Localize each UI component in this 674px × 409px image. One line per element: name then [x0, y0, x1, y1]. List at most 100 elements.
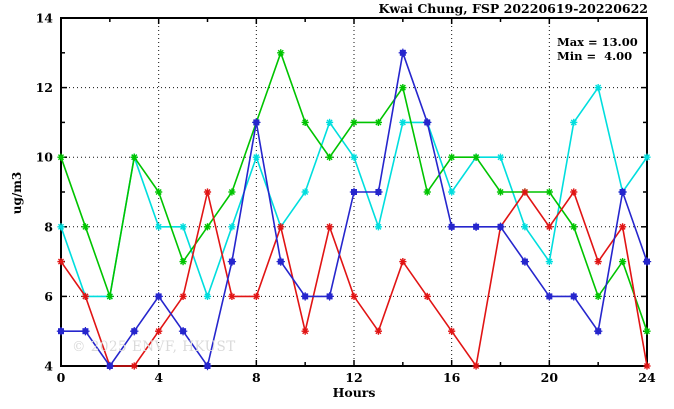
data-point-marker [520, 257, 530, 266]
data-point-marker [545, 188, 553, 196]
data-point-marker [643, 362, 651, 370]
data-point-marker [252, 153, 260, 161]
data-point-marker [447, 222, 456, 231]
blue-series [56, 48, 652, 371]
x-axis-label: Hours [332, 385, 376, 400]
data-point-marker [618, 187, 627, 197]
data-point-marker [179, 258, 187, 266]
data-point-marker [301, 118, 309, 126]
x-tick-label: 20 [541, 370, 559, 385]
data-point-marker [642, 257, 652, 266]
data-point-marker [374, 223, 383, 231]
data-point-marker [350, 292, 358, 300]
data-point-marker [203, 292, 212, 300]
chart-title: Kwai Chung, FSP 20220619-20220622 [378, 1, 648, 16]
data-point-marker [252, 292, 260, 300]
data-point-marker [325, 223, 334, 231]
data-point-marker [178, 327, 188, 336]
data-point-marker [594, 258, 602, 266]
data-point-marker [643, 153, 651, 161]
data-point-marker [81, 292, 90, 300]
data-point-marker [448, 153, 456, 161]
x-tick-label: 24 [638, 370, 656, 385]
data-point-marker [374, 327, 383, 335]
min-value-label: Min = 4.00 [557, 49, 633, 63]
minmax-annotation: Max = 13.00 Min = 4.00 [557, 35, 638, 63]
data-point-marker [472, 153, 480, 161]
data-point-marker [203, 223, 212, 231]
data-point-marker [105, 361, 115, 371]
data-point-marker [57, 223, 65, 231]
data-point-marker [423, 118, 432, 127]
data-point-marker [594, 292, 602, 300]
y-tick-label: 10 [36, 150, 54, 165]
data-point-marker [496, 188, 505, 196]
data-point-marker [399, 118, 407, 126]
data-point-marker [179, 223, 187, 231]
data-point-marker [228, 188, 236, 196]
data-point-marker [496, 153, 505, 161]
y-tick-label: 14 [36, 11, 54, 26]
data-point-marker [618, 258, 627, 266]
data-point-marker [350, 153, 358, 161]
data-point-marker [325, 118, 334, 126]
data-point-marker [228, 292, 236, 300]
y-tick-label: 4 [44, 359, 53, 374]
data-point-marker [521, 223, 529, 231]
data-point-marker [130, 327, 139, 336]
x-tick-label: 0 [57, 370, 66, 385]
data-point-marker [399, 258, 407, 266]
data-point-marker [448, 327, 456, 335]
data-point-marker [472, 362, 480, 370]
data-point-marker [277, 223, 285, 231]
data-point-marker [594, 84, 602, 92]
data-point-marker [81, 327, 90, 336]
data-point-marker [252, 118, 261, 127]
data-point-marker [618, 223, 627, 231]
data-point-marker [570, 118, 578, 126]
watermark: © 2025 ENVF, HKUST [72, 339, 236, 355]
data-point-marker [643, 327, 651, 335]
data-point-marker [300, 292, 310, 301]
data-point-marker [277, 49, 285, 57]
x-tick-label: 4 [154, 370, 163, 385]
data-point-marker [448, 188, 456, 196]
data-point-marker [399, 84, 407, 92]
x-tick-label: 8 [252, 370, 261, 385]
data-point-marker [350, 118, 358, 126]
data-point-marker [301, 188, 309, 196]
data-point-marker [471, 222, 481, 231]
data-point-marker [521, 188, 529, 196]
data-point-marker [155, 223, 163, 231]
data-point-marker [203, 188, 212, 196]
data-point-marker [56, 327, 66, 336]
data-point-marker [57, 258, 65, 266]
data-point-marker [496, 222, 505, 231]
data-point-marker [398, 48, 408, 57]
data-point-marker [325, 292, 334, 301]
data-point-marker [374, 187, 383, 197]
data-point-marker [106, 292, 114, 300]
data-point-marker [374, 118, 383, 126]
data-point-marker [423, 292, 431, 300]
y-axis-label: ug/m3 [10, 171, 24, 215]
data-point-marker [545, 292, 554, 301]
y-tick-label: 12 [36, 80, 53, 95]
data-point-marker [179, 292, 187, 300]
data-point-marker [81, 223, 90, 231]
data-point-marker [154, 292, 163, 301]
data-point-marker [593, 327, 603, 336]
data-point-marker [423, 188, 431, 196]
max-value-label: Max = 13.00 [557, 35, 638, 49]
x-tick-label: 16 [443, 370, 461, 385]
data-point-marker [545, 258, 553, 266]
green-series [57, 49, 651, 335]
data-point-marker [349, 187, 359, 197]
data-point-marker [545, 223, 553, 231]
y-tick-label: 8 [44, 219, 53, 234]
data-point-marker [569, 292, 578, 301]
data-point-marker [301, 327, 309, 335]
data-point-marker [155, 188, 163, 196]
